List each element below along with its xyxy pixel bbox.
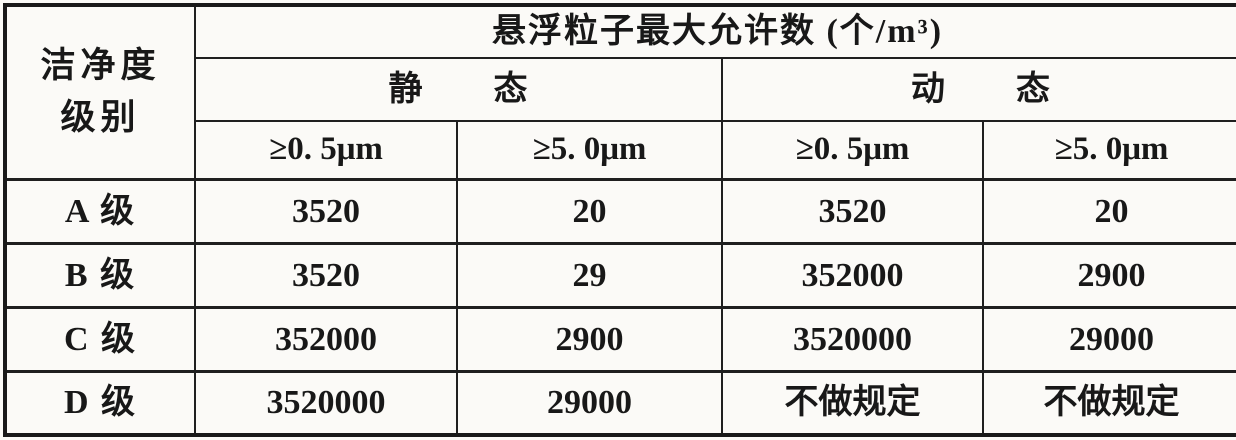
cell-d-dynamic-5-0: 不做规定 xyxy=(981,369,1236,436)
cell-c-static-5-0: 2900 xyxy=(456,305,723,373)
header-dynamic-state: 动 态 xyxy=(720,56,1236,122)
header-size-static-0-5um: ≥0. 5μm xyxy=(194,119,458,181)
cell-d-dynamic-0-5: 不做规定 xyxy=(721,369,984,436)
corner-header-line2: 级别 xyxy=(60,98,141,138)
cell-b-dynamic-0-5: 352000 xyxy=(721,241,984,309)
cell-c-dynamic-0-5: 3520000 xyxy=(721,305,984,373)
header-static-state: 静 态 xyxy=(194,56,723,122)
row-label-grade-b: B 级 xyxy=(4,241,196,309)
header-row-particle-size: ≥0. 5μm ≥5. 0μm ≥0. 5μm ≥5. 0μm xyxy=(5,119,1236,181)
header-size-dynamic-0-5um: ≥0. 5μm xyxy=(721,119,984,181)
cell-a-static-5-0: 20 xyxy=(456,177,723,245)
cell-b-static-0-5: 3520 xyxy=(194,241,458,309)
cell-d-static-0-5: 3520000 xyxy=(194,369,458,436)
header-row-state: 静 态 动 态 xyxy=(5,56,1236,122)
cell-a-static-0-5: 3520 xyxy=(194,177,458,245)
corner-header-line1: 洁净度 xyxy=(40,46,161,86)
cell-d-static-5-0: 29000 xyxy=(456,369,723,436)
cell-a-dynamic-0-5: 3520 xyxy=(721,177,984,245)
table-row-grade-c: C 级 352000 2900 3520000 29000 xyxy=(4,305,1236,373)
header-size-static-5-0um: ≥5. 0μm xyxy=(456,119,723,181)
row-label-grade-a: A 级 xyxy=(4,177,196,245)
header-max-allowed-particles: 悬浮粒子最大允许数 (个/m³) xyxy=(193,4,1236,59)
row-label-grade-c: C 级 xyxy=(4,305,196,373)
cell-c-static-0-5: 352000 xyxy=(194,305,458,373)
cleanliness-particle-table: 洁净度 级别 悬浮粒子最大允许数 (个/m³) 静 态 动 态 ≥0. 5μm … xyxy=(3,3,1236,437)
cell-c-dynamic-5-0: 29000 xyxy=(981,305,1236,373)
cell-b-dynamic-5-0: 2900 xyxy=(981,241,1236,309)
table-row-grade-b: B 级 3520 29 352000 2900 xyxy=(4,241,1236,309)
table-row-grade-a: A 级 3520 20 3520 20 xyxy=(4,177,1236,245)
row-label-grade-d: D 级 xyxy=(4,369,196,436)
header-row-top: 洁净度 级别 悬浮粒子最大允许数 (个/m³) xyxy=(4,3,1236,181)
table-row-grade-d: D 级 3520000 29000 不做规定 不做规定 xyxy=(4,369,1236,436)
header-size-dynamic-5-0um: ≥5. 0μm xyxy=(981,119,1236,181)
corner-header-cleanliness-class: 洁净度 级别 xyxy=(4,3,196,181)
cell-a-dynamic-5-0: 20 xyxy=(981,177,1236,245)
cell-b-static-5-0: 29 xyxy=(456,241,723,309)
